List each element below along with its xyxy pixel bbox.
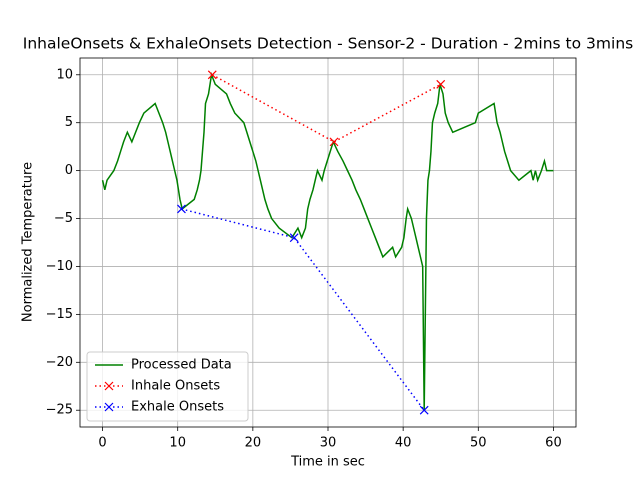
marker [419,405,429,415]
legend-box [86,351,249,422]
series-line [101,71,554,411]
x-tick-label: 30 [320,436,337,451]
y-tick-label: 5 [65,115,73,130]
y-tick-label: −10 [46,259,73,274]
marker [289,233,299,243]
y-tick-label: 10 [56,67,73,82]
x-tick-label: 40 [395,436,412,451]
x-tick-label: 60 [545,436,562,451]
y-axis-label: Normalized Temperature [21,162,36,322]
plot-frame [79,57,577,428]
marker [329,137,339,147]
marker [177,204,186,214]
legend-marker [104,381,114,391]
x-tick-label: 50 [470,436,487,451]
x-axis-label: Time in sec [290,455,365,470]
chart-title: InhaleOnsets & ExhaleOnsets Detection - … [23,35,633,53]
marker [436,79,446,89]
legend-label: Exhale Onsets [131,400,224,415]
y-tick-label: −5 [54,211,73,226]
series-line [211,74,442,143]
legend-marker [104,402,114,412]
y-tick-label: 0 [65,163,73,178]
y-tick-label: −25 [46,403,73,418]
legend-label: Inhale Onsets [131,379,220,394]
legend-label: Processed Data [131,358,232,373]
y-tick-label: −20 [46,355,73,370]
x-tick-label: 20 [245,436,262,451]
marker [207,70,217,80]
x-tick-label: 0 [98,436,106,451]
y-tick-label: −15 [46,307,73,322]
x-tick-label: 10 [169,436,186,451]
